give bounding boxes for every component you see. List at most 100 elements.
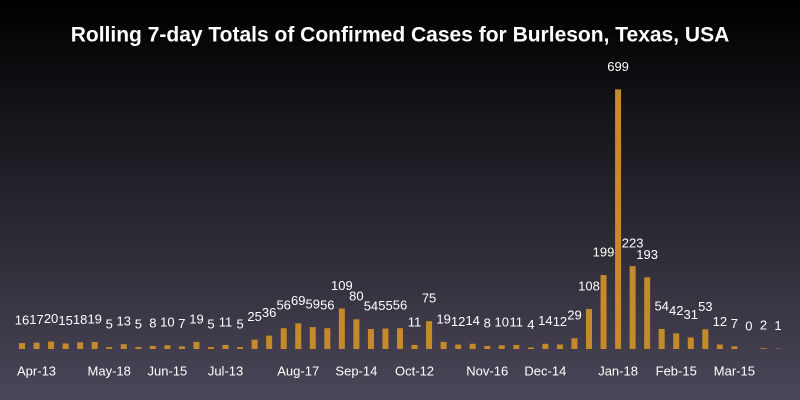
value-label: 56 [320, 298, 334, 313]
bar [527, 347, 534, 349]
value-label: 108 [578, 278, 600, 293]
bar [426, 321, 433, 349]
value-label: 7 [731, 316, 738, 331]
bar [106, 347, 113, 349]
bar [440, 341, 447, 349]
value-label: 56 [393, 298, 407, 313]
x-tick-label: Nov-16 [466, 363, 508, 378]
value-label: 20 [44, 311, 58, 326]
bar [716, 344, 723, 349]
bar [760, 348, 767, 349]
bar [353, 319, 360, 349]
bar [164, 345, 171, 349]
bar [178, 346, 185, 349]
bar [571, 338, 578, 349]
bar [658, 328, 665, 349]
value-label: 31 [684, 307, 698, 322]
bar [120, 344, 127, 349]
x-tick-label: May-18 [88, 363, 131, 378]
value-label: 12 [713, 314, 727, 329]
bar [600, 275, 607, 349]
bar [19, 343, 25, 349]
bar [251, 339, 258, 349]
bar [77, 342, 84, 349]
bar [382, 328, 389, 349]
value-label: 0 [745, 318, 752, 333]
x-tick-label: Aug-17 [277, 363, 319, 378]
x-tick-label: Jul-13 [208, 363, 243, 378]
value-label: 4 [527, 317, 534, 332]
value-label: 10 [495, 315, 509, 330]
bar [644, 277, 651, 349]
value-label: 11 [219, 314, 233, 329]
value-label: 54 [364, 298, 378, 313]
value-label: 75 [422, 291, 436, 306]
value-label: 8 [149, 315, 156, 330]
bar [411, 344, 418, 349]
bar [731, 346, 738, 349]
value-label: 7 [178, 316, 185, 331]
bar [455, 344, 462, 349]
bar [222, 344, 229, 349]
value-label: 10 [160, 315, 174, 330]
bar [62, 343, 69, 349]
x-tick-label: Sep-14 [335, 363, 377, 378]
bar [586, 308, 592, 349]
value-label: 2 [760, 318, 767, 333]
bar [397, 328, 403, 349]
bar [266, 335, 273, 349]
x-tick-label: Oct-12 [395, 363, 434, 378]
bar [687, 337, 694, 349]
value-label: 223 [622, 236, 644, 251]
value-label: 12 [451, 314, 465, 329]
bar [338, 308, 345, 349]
value-label: 53 [698, 299, 712, 314]
bar [702, 329, 709, 349]
bar [498, 345, 505, 349]
value-label: 5 [236, 317, 243, 332]
value-label: 1 [774, 318, 781, 333]
bar [484, 346, 491, 349]
x-tick-label: Feb-15 [656, 363, 697, 378]
bar [280, 328, 287, 349]
value-label: 19 [189, 311, 203, 326]
value-label: 199 [593, 245, 615, 260]
value-label: 699 [607, 59, 629, 74]
chart-title: Rolling 7-day Totals of Confirmed Cases … [71, 24, 730, 47]
x-tick-label: Jun-15 [148, 363, 188, 378]
value-label: 13 [117, 314, 131, 329]
value-label: 56 [276, 298, 290, 313]
value-label: 109 [331, 278, 353, 293]
value-label: 18 [73, 312, 87, 327]
bar [309, 327, 316, 349]
value-label: 25 [247, 309, 261, 324]
value-label: 8 [484, 315, 491, 330]
bar [673, 333, 680, 349]
bar [513, 344, 520, 349]
value-label: 55 [378, 298, 392, 313]
value-label: 14 [538, 313, 552, 328]
value-label: 69 [291, 293, 305, 308]
value-label: 11 [408, 314, 422, 329]
bar [33, 342, 40, 349]
value-label: 19 [436, 311, 450, 326]
x-tick-label: Jan-18 [598, 363, 638, 378]
bar [295, 323, 302, 349]
value-label: 59 [306, 297, 320, 312]
value-label: 29 [567, 308, 581, 323]
value-label: 5 [135, 317, 142, 332]
value-label: 80 [349, 289, 363, 304]
bar [629, 266, 636, 349]
bar [469, 343, 476, 349]
value-label: 16 [15, 312, 29, 327]
value-label: 14 [465, 313, 479, 328]
bar [193, 341, 200, 349]
bar [208, 347, 214, 349]
value-label: 17 [29, 312, 43, 327]
bar [91, 341, 98, 349]
value-label: 42 [669, 303, 683, 318]
value-label: 193 [636, 247, 658, 262]
value-label: 5 [106, 317, 113, 332]
x-tick-label: Apr-13 [17, 363, 56, 378]
